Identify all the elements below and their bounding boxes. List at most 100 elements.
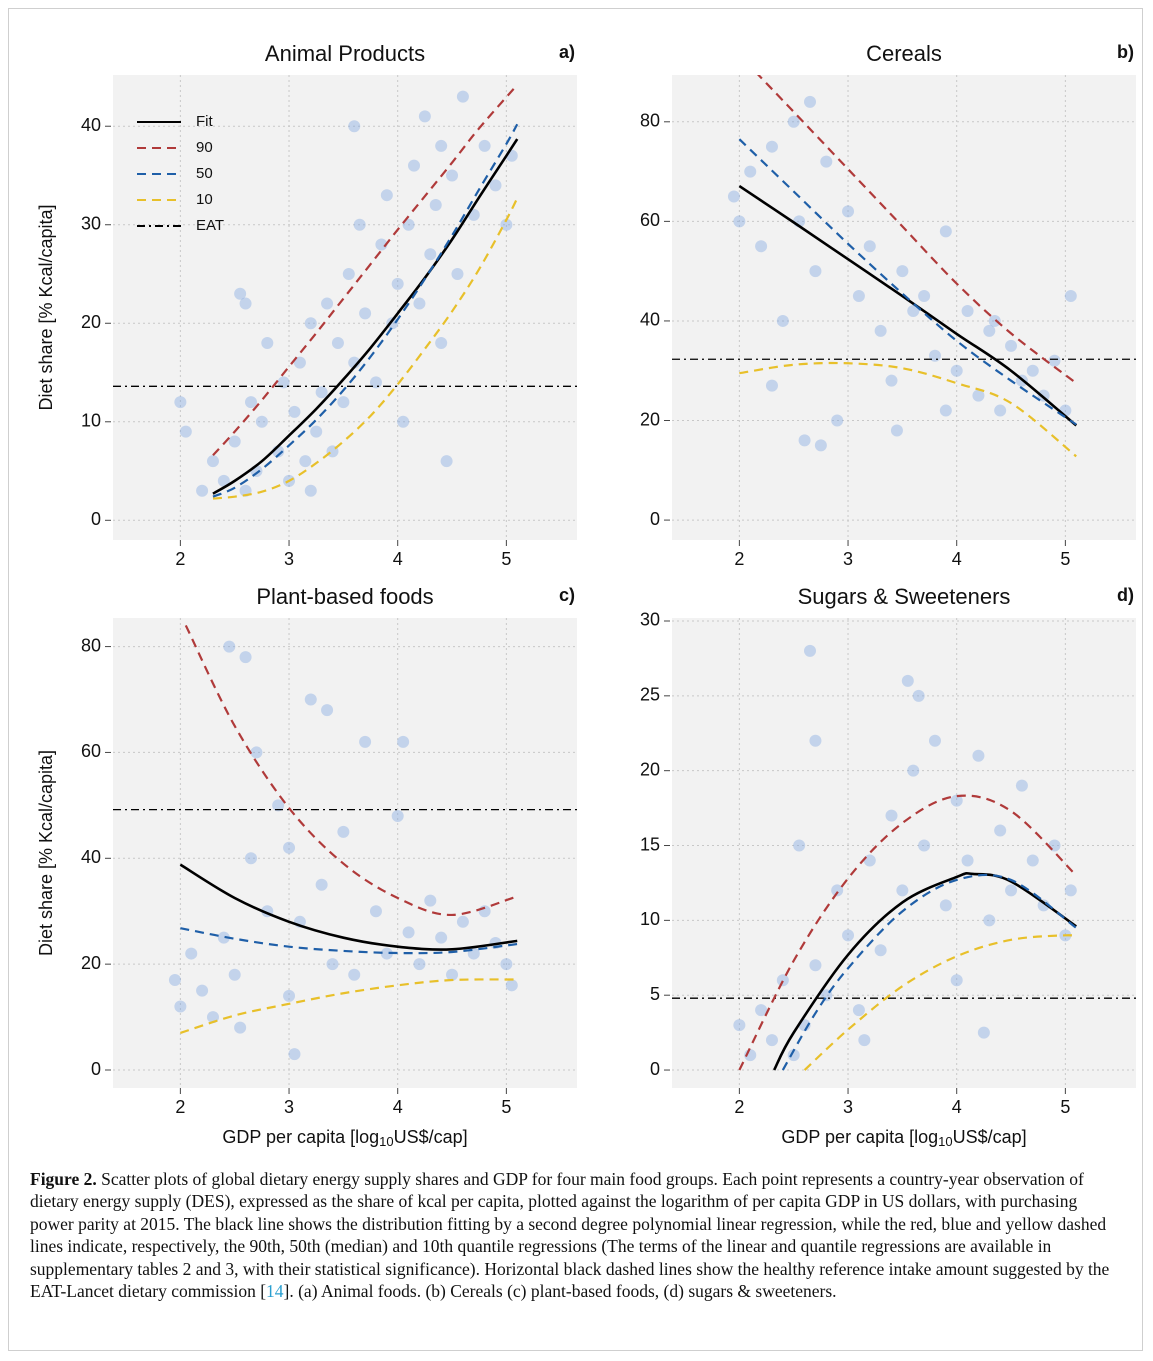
point [397, 735, 410, 748]
point [446, 169, 459, 182]
point [315, 878, 328, 891]
x-tick-label: 3 [843, 549, 853, 569]
x-tick-label: 2 [734, 1097, 744, 1117]
y-tick-label: 40 [81, 115, 101, 135]
point [239, 651, 252, 664]
panel-label: b) [1117, 42, 1134, 62]
figure-frame [8, 8, 1143, 1351]
x-tick-label: 3 [843, 1097, 853, 1117]
y-tick-label: 10 [81, 411, 101, 431]
panel: 2 3 4 5 0 20 40 60 80 Plant-based foods c) Diet sha… [36, 584, 577, 1149]
point [1048, 354, 1061, 367]
point [939, 225, 952, 238]
point [755, 1004, 768, 1017]
plot-background [672, 75, 1136, 540]
y-tick-label: 60 [81, 741, 101, 761]
legend-label: Fit [196, 113, 213, 130]
point [424, 894, 437, 907]
point [272, 799, 285, 812]
point [776, 314, 789, 327]
point [380, 947, 393, 960]
point [820, 155, 833, 168]
point [961, 304, 974, 317]
point [885, 809, 898, 822]
y-tick-label: 10 [640, 909, 660, 929]
point [402, 218, 415, 231]
point [1005, 884, 1018, 897]
point [896, 265, 909, 278]
series-line [180, 978, 518, 1034]
series-line [757, 75, 1077, 385]
point [435, 931, 448, 944]
point [939, 404, 952, 417]
caption-text-end: ]. (a) Animal foods. (b) Cereals (c) pla… [283, 1281, 837, 1302]
point [733, 1019, 746, 1032]
point [478, 139, 491, 152]
panel-label: d) [1117, 585, 1134, 605]
point [321, 297, 334, 310]
point [245, 396, 258, 409]
point [402, 926, 415, 939]
series-line [781, 873, 1077, 1071]
x-axis-label-part: GDP per capita [log [781, 1127, 938, 1147]
y-tick-label: 80 [640, 111, 660, 131]
point [429, 199, 442, 212]
point [814, 439, 827, 452]
point [918, 839, 931, 852]
y-tick-label: 20 [640, 759, 660, 779]
point [776, 974, 789, 987]
point [928, 734, 941, 747]
point [228, 968, 241, 981]
caption-label: Figure 2. [30, 1169, 97, 1189]
series-line [212, 123, 519, 498]
lines [672, 794, 1136, 1071]
point [842, 929, 855, 942]
point [304, 693, 317, 706]
point [983, 914, 996, 927]
point [988, 314, 1001, 327]
point [798, 434, 811, 447]
x-tick-label: 2 [734, 549, 744, 569]
point [185, 947, 198, 960]
panel-label: a) [559, 42, 575, 62]
series-line [738, 184, 1078, 427]
x-axis-label-part: 10 [379, 1134, 393, 1149]
y-tick-label: 40 [81, 847, 101, 867]
point [304, 317, 317, 330]
point [809, 734, 822, 747]
lines [113, 624, 577, 1034]
point [348, 356, 361, 369]
legend-label: 50 [196, 165, 213, 182]
point [261, 336, 274, 349]
point [456, 915, 469, 928]
point [440, 455, 453, 468]
point [809, 265, 822, 278]
point [950, 794, 963, 807]
panel: 2 3 4 5 0 5 10 15 20 25 30 Sugars & Sweeteners d) GDP… [640, 584, 1136, 1149]
point [765, 379, 778, 392]
y-tick-label: 0 [650, 509, 660, 529]
point [196, 484, 209, 497]
point [804, 95, 817, 108]
x-tick-label: 5 [1060, 549, 1070, 569]
point [977, 1026, 990, 1039]
point [288, 1048, 301, 1061]
x-tick-label: 3 [284, 549, 294, 569]
series-line [772, 872, 1077, 1071]
point [852, 290, 865, 303]
point [435, 336, 448, 349]
point [408, 159, 421, 172]
panel-title: Animal Products [265, 41, 425, 66]
point [451, 268, 464, 281]
point [890, 424, 903, 437]
point [950, 974, 963, 987]
point [907, 304, 920, 317]
y-tick-label: 80 [81, 635, 101, 655]
series-line [803, 934, 1077, 1071]
point [765, 140, 778, 153]
point [299, 455, 312, 468]
point [950, 364, 963, 377]
x-tick-label: 4 [393, 549, 403, 569]
